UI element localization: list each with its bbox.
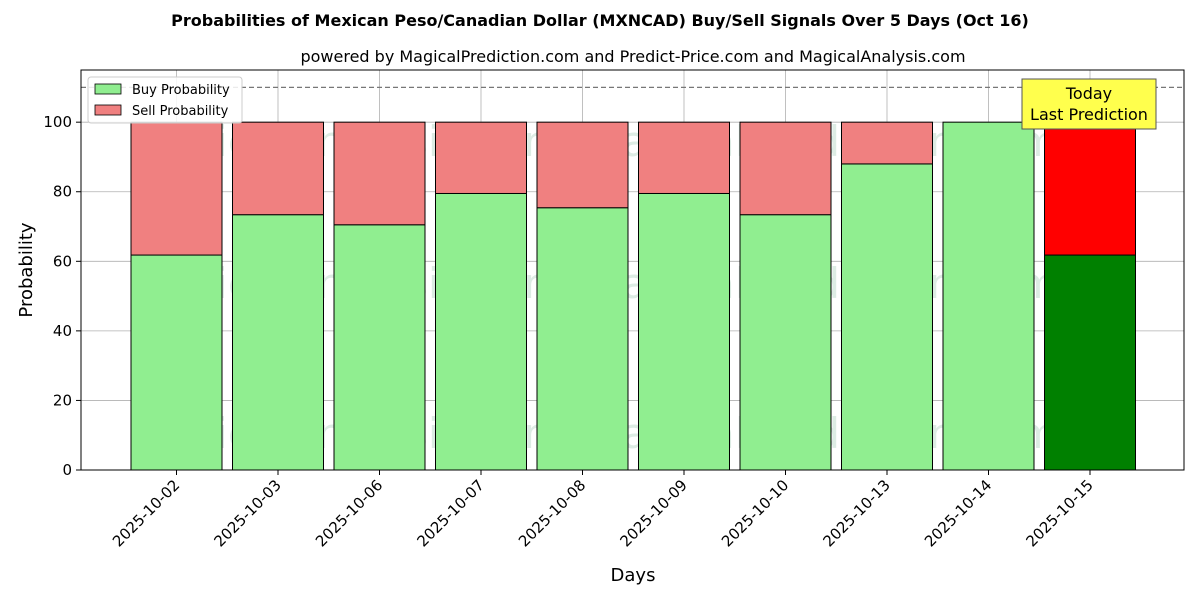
x-axis-label: Days: [611, 565, 656, 586]
bar-sell: [739, 121, 832, 216]
bar-sell: [333, 121, 426, 226]
y-tick-label: 0: [62, 461, 72, 479]
legend-box: [87, 76, 243, 124]
legend-label-buy: Buy Probability: [132, 83, 230, 98]
chart-title: Probabilities of Mexican Peso/Canadian D…: [171, 11, 1029, 30]
x-tick-label: 2025-10-13: [819, 476, 893, 550]
legend-swatch-sell: [94, 104, 122, 116]
bar-buy: [841, 163, 933, 471]
x-tick-label: 2025-10-14: [921, 476, 995, 550]
y-axis: 0 20 40 60 80 100: [43, 113, 81, 479]
y-tick-label: 100: [43, 113, 72, 131]
legend: Buy Probability Sell Probability: [87, 76, 243, 124]
x-tick-label: 2025-10-06: [312, 476, 386, 550]
y-axis-label: Probability: [16, 222, 37, 317]
bar-sell: [130, 121, 223, 256]
x-tick-label: 2025-10-03: [210, 476, 284, 550]
bar-buy: [232, 214, 324, 471]
plot-frame: [80, 69, 1185, 471]
bar-buy: [435, 192, 527, 471]
legend-label-sell: Sell Probability: [132, 104, 229, 119]
bar-sell: [841, 121, 933, 165]
bar-buy: [536, 207, 629, 471]
x-tick-label: 2025-10-15: [1022, 476, 1096, 550]
today-annotation-line2: Last Prediction: [1030, 105, 1148, 124]
bar-buy: [739, 214, 832, 471]
x-axis: 2025-10-02 2025-10-03 2025-10-06 2025-10-07…: [109, 470, 1097, 550]
legend-swatch-buy: [94, 83, 122, 95]
bar-buy: [130, 254, 223, 471]
bar-sell: [232, 121, 324, 216]
x-tick-label: 2025-10-07: [413, 476, 487, 550]
bar-buy: [1044, 254, 1136, 471]
y-tick-label: 80: [53, 183, 72, 201]
bar-sell: [638, 121, 730, 194]
bar-sell: [435, 121, 527, 194]
y-tick-label: 20: [53, 391, 72, 409]
chart-subtitle: powered by MagicalPrediction.com and Pre…: [300, 47, 965, 66]
bar-sell: [536, 121, 629, 209]
x-tick-label: 2025-10-09: [616, 476, 690, 550]
today-annotation-line1: Today: [1065, 84, 1112, 103]
today-annotation-box: [1021, 78, 1157, 130]
bar-buy: [638, 192, 730, 471]
y-tick-label: 60: [53, 252, 72, 270]
bar-buy: [333, 224, 426, 471]
bar-buy: [942, 121, 1035, 471]
bar-sell: [1044, 121, 1136, 256]
today-annotation: Today Last Prediction: [1021, 78, 1157, 130]
y-tick-label: 40: [53, 322, 72, 340]
x-tick-label: 2025-10-02: [109, 476, 183, 550]
x-tick-label: 2025-10-10: [718, 476, 792, 550]
x-tick-label: 2025-10-08: [515, 476, 589, 550]
bars: [130, 121, 1136, 471]
